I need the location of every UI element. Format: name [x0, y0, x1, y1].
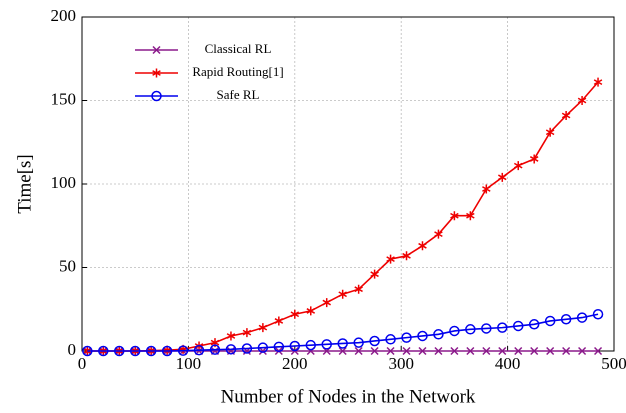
marker: [274, 316, 284, 326]
marker: [209, 344, 221, 355]
marker: [113, 345, 125, 357]
x-tick-label: 200: [282, 354, 308, 373]
marker: [561, 111, 571, 121]
marker: [369, 335, 380, 347]
legend-label: Classical RL: [205, 41, 272, 56]
marker: [337, 338, 348, 349]
marker: [129, 345, 141, 357]
marker: [177, 345, 189, 356]
marker: [353, 337, 364, 348]
marker: [401, 332, 412, 343]
marker: [145, 345, 157, 357]
marker: [498, 346, 507, 356]
marker: [434, 346, 443, 356]
marker: [482, 346, 491, 356]
marker: [546, 346, 555, 356]
marker: [386, 254, 395, 264]
marker: [98, 345, 109, 357]
marker: [290, 309, 300, 319]
marker: [385, 334, 396, 345]
marker: [449, 325, 460, 337]
marker: [560, 314, 572, 325]
marker: [482, 184, 491, 194]
marker: [544, 315, 556, 327]
y-tick-label: 200: [51, 6, 77, 25]
marker: [258, 346, 267, 356]
marker: [273, 341, 285, 353]
marker: [370, 269, 379, 279]
marker: [529, 154, 539, 164]
x-tick-label: 300: [388, 354, 414, 373]
marker: [305, 339, 317, 351]
marker: [386, 346, 395, 356]
marker: [530, 346, 539, 356]
marker: [498, 172, 507, 182]
x-tick-label: 0: [78, 354, 87, 373]
series-line: [87, 313, 599, 352]
marker: [226, 331, 236, 341]
marker: [528, 319, 540, 330]
marker: [434, 229, 443, 239]
marker: [161, 345, 173, 357]
marker: [578, 346, 587, 356]
y-tick-label: 100: [51, 173, 77, 192]
x-axis-label: Number of Nodes in the Network: [221, 386, 476, 407]
y-tick-label: 0: [68, 340, 77, 359]
marker: [306, 306, 316, 316]
marker: [465, 324, 476, 335]
legend-label: Rapid Routing[1]: [192, 64, 283, 79]
marker: [195, 346, 204, 356]
marker: [466, 211, 475, 221]
marker: [592, 309, 604, 320]
marker: [402, 251, 411, 261]
marker: [594, 346, 603, 356]
marker: [576, 312, 588, 323]
marker: [338, 346, 347, 356]
marker: [258, 323, 268, 333]
y-axis-label: Time[s]: [14, 154, 35, 213]
marker: [82, 345, 93, 357]
marker: [466, 346, 475, 356]
marker: [577, 96, 587, 105]
y-tick-label: 150: [51, 89, 77, 108]
marker: [593, 77, 603, 87]
marker: [193, 344, 205, 356]
legend-label: Safe RL: [217, 87, 260, 102]
marker: [402, 346, 411, 356]
legend-marker: [152, 45, 161, 55]
x-tick-label: 100: [176, 354, 202, 373]
marker: [418, 241, 427, 251]
marker: [354, 346, 363, 356]
marker: [512, 320, 524, 332]
marker: [418, 346, 427, 356]
marker: [338, 289, 347, 299]
marker: [514, 346, 523, 356]
marker: [354, 284, 363, 294]
x-tick-label: 500: [601, 354, 626, 373]
marker: [322, 298, 331, 308]
x-tick-label: 400: [495, 354, 521, 373]
marker: [370, 346, 379, 356]
marker: [257, 342, 269, 353]
marker: [545, 127, 555, 137]
marker: [450, 346, 459, 356]
marker: [225, 344, 237, 355]
series-line: [87, 81, 599, 352]
legend-marker: [152, 68, 161, 78]
marker: [433, 329, 444, 340]
marker: [497, 322, 508, 333]
marker: [513, 161, 523, 171]
marker: [481, 323, 492, 334]
legend-marker: [151, 90, 162, 102]
marker: [417, 330, 428, 342]
marker: [450, 211, 459, 221]
y-tick-label: 50: [59, 256, 76, 275]
marker: [241, 343, 253, 354]
marker: [289, 340, 301, 352]
marker: [321, 339, 332, 350]
marker: [242, 328, 252, 338]
marker: [562, 346, 571, 356]
